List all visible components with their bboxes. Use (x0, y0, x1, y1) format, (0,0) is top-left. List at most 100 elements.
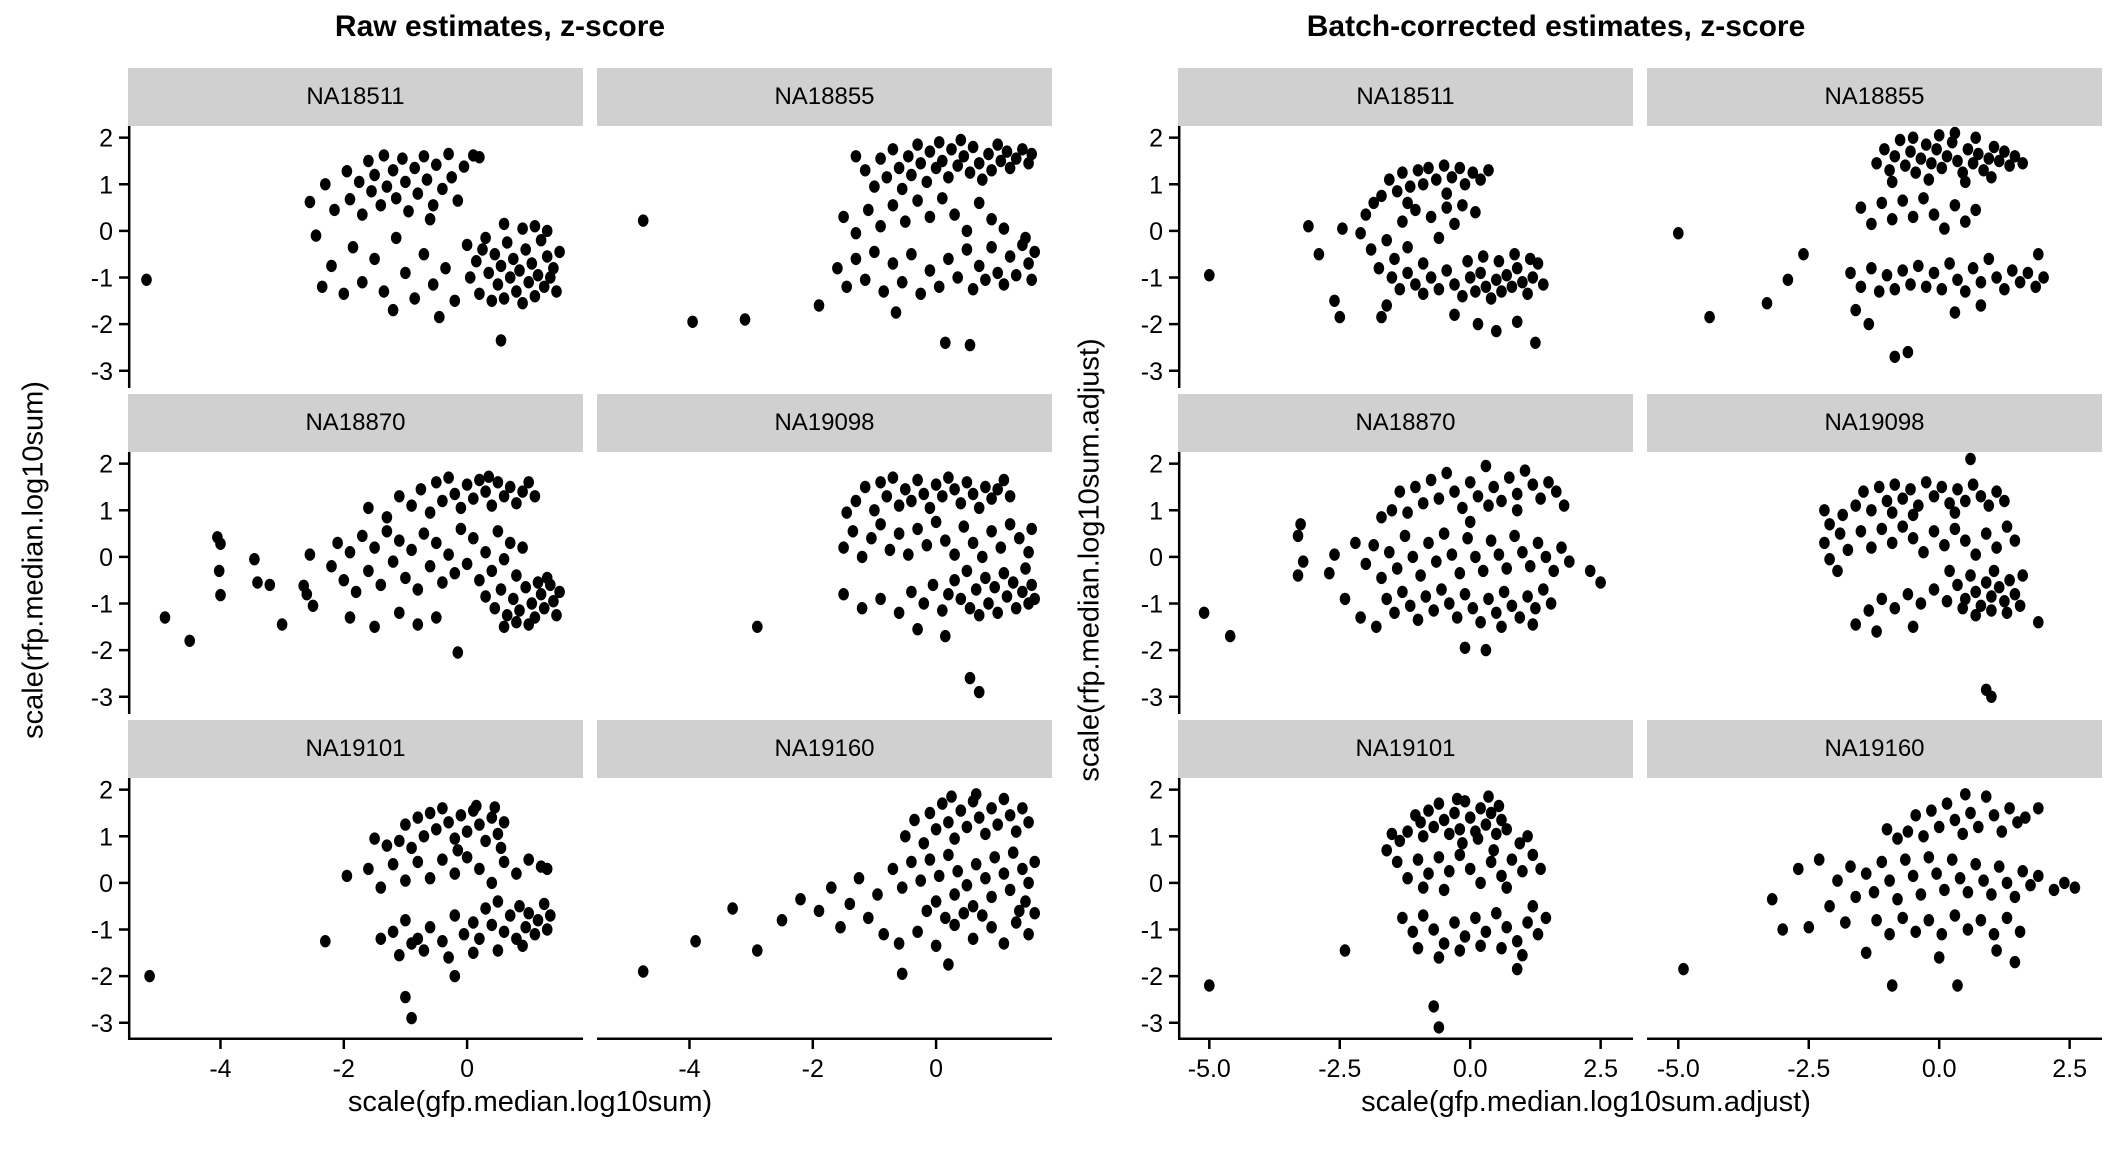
facet-strip: NA18855 (1647, 68, 2102, 126)
y-tick-label: -1 (91, 265, 113, 293)
scatter-points (141, 147, 565, 347)
scatter-points (159, 470, 565, 659)
x-tick-label: 0 (460, 1055, 474, 1083)
y-tick-label: 0 (99, 870, 113, 898)
y-tick-label: 1 (99, 171, 113, 199)
facet-strip: NA19098 (1647, 394, 2102, 452)
facet-label: NA18511 (1356, 83, 1455, 110)
y-tick-label: -3 (1141, 684, 1163, 712)
y-tick-label: -3 (91, 684, 113, 712)
scatter-points (144, 799, 556, 1025)
y-tick-label: 2 (99, 777, 113, 805)
y-tick-label: 0 (1149, 544, 1163, 572)
y-tick-label: 1 (99, 497, 113, 525)
facet-label: NA18855 (774, 83, 875, 110)
facet-label: NA19098 (774, 409, 875, 436)
x-tick-label: -2.5 (1787, 1055, 1830, 1083)
y-tick-label: -1 (91, 591, 113, 619)
facet-strip: NA18870 (128, 394, 583, 452)
facet-panel-NA18870: 2 1 0 -1 -2 -3 (1141, 451, 1606, 714)
y-tick-label: -3 (1141, 358, 1163, 386)
facet-panel-NA19101: 2 1 0 -1 -2 -3 -5.0 -2.5 0.0 2.5 (1141, 777, 1633, 1083)
y-tick-label: 2 (1149, 125, 1163, 153)
x-tick-label: -5.0 (1657, 1055, 1700, 1083)
y-tick-label: -2 (1141, 311, 1163, 339)
facet-label: NA19101 (305, 735, 406, 762)
scatter-points (1204, 790, 1552, 1034)
x-tick-label: -4 (678, 1055, 700, 1083)
scatter-points (1678, 788, 2081, 992)
x-tick-label: 2.5 (2052, 1055, 2087, 1083)
y-tick-label: -2 (1141, 637, 1163, 665)
facet-panel-NA19098 (752, 471, 1040, 699)
x-tick-label: 0.0 (1453, 1055, 1488, 1083)
y-tick-label: 0 (99, 218, 113, 246)
plot-title: Batch-corrected estimates, z-score (1306, 10, 1806, 43)
scatter-points (637, 788, 1040, 980)
x-axis-label: scale(gfp.median.log10sum) (347, 1086, 713, 1118)
y-tick-label: 1 (99, 823, 113, 851)
y-tick-label: 2 (99, 125, 113, 153)
y-tick-label: -3 (91, 358, 113, 386)
x-tick-label: 0 (929, 1055, 943, 1083)
y-tick-label: 2 (1149, 777, 1163, 805)
facet-panel-NA19098 (1819, 452, 2044, 703)
y-tick-label: -1 (1141, 591, 1163, 619)
facet-strip: NA19160 (1647, 720, 2102, 778)
y-tick-label: -3 (91, 1010, 113, 1038)
y-tick-label: -2 (91, 311, 113, 339)
x-tick-label: -2 (333, 1055, 355, 1083)
scatter-points (1673, 126, 2049, 363)
plot-raw-estimates: Raw estimates, z-score scale(rfp.median.… (18, 10, 1052, 1118)
facet-label: NA19098 (1824, 409, 1925, 436)
scatter-points (637, 133, 1040, 352)
facet-panel-NA18855 (1673, 126, 2049, 363)
facet-label: NA19101 (1355, 735, 1456, 762)
facet-panel-NA18511: 2 1 0 -1 -2 -3 (1141, 125, 1549, 388)
facet-grid: NA18511 2 1 0 -1 -2 -3 NA18855 NA18870 2 1 0 -1 -2 -3 N… (1056, 0, 2112, 1152)
scatter-points (1204, 159, 1549, 349)
facet-strip: NA19160 (597, 720, 1052, 778)
y-tick-label: -3 (1141, 1010, 1163, 1038)
x-tick-label: 2.5 (1583, 1055, 1618, 1083)
y-tick-label: 0 (99, 544, 113, 572)
y-tick-label: -2 (1141, 963, 1163, 991)
facet-strip: NA19101 (1178, 720, 1633, 778)
y-tick-label: -2 (91, 963, 113, 991)
plot-batch-corrected-estimates: Batch-corrected estimates, z-score scale… (1056, 0, 2112, 1152)
facet-panel-NA19160: -5.0 -2.5 0.0 2.5 (1647, 788, 2102, 1083)
y-tick-label: 1 (1149, 823, 1163, 851)
facet-panel-NA18870: 2 1 0 -1 -2 -3 (91, 451, 565, 714)
scatter-points (1198, 459, 1606, 657)
facet-strip: NA18855 (597, 68, 1052, 126)
y-tick-label: 0 (1149, 870, 1163, 898)
facet-label: NA18511 (306, 83, 405, 110)
y-tick-label: -2 (91, 637, 113, 665)
facet-label: NA18855 (1824, 83, 1925, 110)
facet-label: NA19160 (774, 735, 875, 762)
y-tick-label: 2 (1149, 451, 1163, 479)
y-tick-label: 2 (99, 451, 113, 479)
x-tick-label: -2.5 (1318, 1055, 1361, 1083)
y-tick-label: 1 (1149, 171, 1163, 199)
x-tick-label: 0.0 (1922, 1055, 1957, 1083)
scatter-points (752, 471, 1040, 699)
scatter-points (1819, 452, 2044, 703)
y-tick-label: -1 (1141, 265, 1163, 293)
facet-grid: NA18511 2 1 0 -1 -2 -3 NA18855 NA18870 2 1 0 -1 -2 -3 N… (91, 68, 1052, 1083)
plot-title: Raw estimates, z-score (334, 10, 666, 43)
facet-strip: NA18511 (1178, 68, 1633, 126)
x-tick-label: -2 (802, 1055, 824, 1083)
y-tick-label: -1 (1141, 917, 1163, 945)
facet-panel-NA19101: 2 1 0 -1 -2 -3 -4 -2 0 (91, 777, 583, 1083)
y-tick-label: 1 (1149, 497, 1163, 525)
facet-strip: NA19101 (128, 720, 583, 778)
facet-panel-NA18511: 2 1 0 -1 -2 -3 (91, 125, 565, 388)
x-axis-label: scale(gfp.median.log10sum.adjust) (1361, 1086, 1811, 1118)
facet-label: NA19160 (1824, 735, 1925, 762)
facet-panel-NA18855 (637, 133, 1040, 352)
facet-strip: NA18511 (128, 68, 583, 126)
facet-panel-NA19160: -4 -2 0 (597, 788, 1052, 1083)
facet-strip: NA19098 (597, 394, 1052, 452)
